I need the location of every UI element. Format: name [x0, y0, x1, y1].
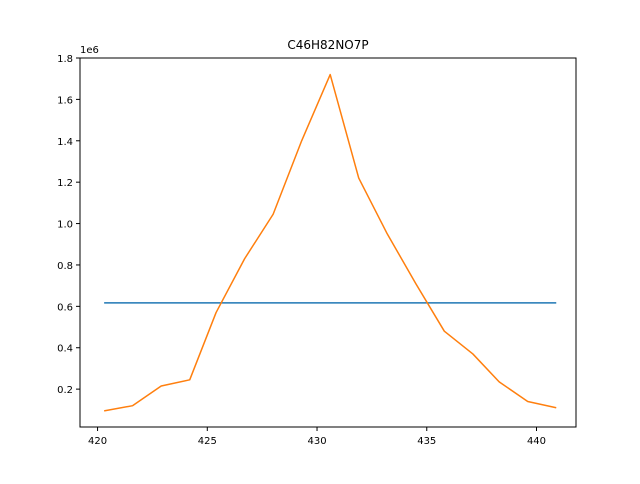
y-tick-label: 1.6 [57, 95, 73, 106]
x-tick-label: 435 [417, 436, 436, 447]
y-tick-label: 1.2 [57, 178, 73, 189]
axes-layer: 420 425 430 435 440 0.2 0.4 0.6 0.8 1.0 1.2 1.4 1.6 1… [57, 54, 546, 447]
y-tick-label: 0.2 [57, 385, 73, 396]
chart-title: C46H82NO7P [287, 38, 368, 52]
y-tick-label: 1.4 [57, 137, 73, 148]
y-tick-label: 1.8 [57, 54, 73, 65]
x-tick-label: 440 [527, 436, 546, 447]
series-layer [104, 73, 557, 412]
series-line-2 [104, 73, 557, 412]
x-tick-label: 430 [307, 436, 326, 447]
y-tick-label: 0.6 [57, 302, 73, 313]
x-tick-label: 425 [198, 436, 217, 447]
y-tick-label: 0.4 [57, 344, 73, 355]
y-tick-label: 0.8 [57, 261, 73, 272]
x-tick-label: 420 [88, 436, 107, 447]
plot-frame [79, 57, 577, 428]
y-axis-offset-label: 1e6 [80, 45, 99, 56]
y-tick-label: 1.0 [57, 220, 73, 231]
